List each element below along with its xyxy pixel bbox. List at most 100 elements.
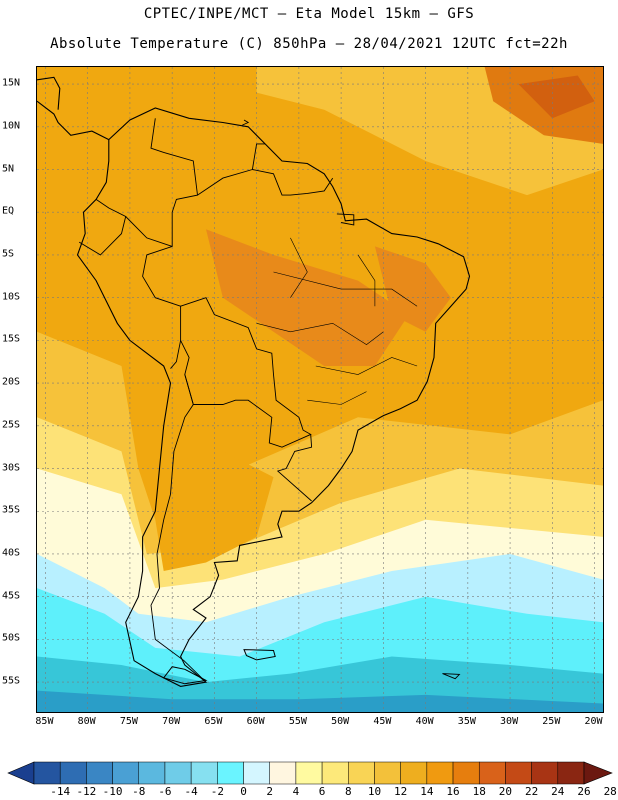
lon-label: 35W (457, 716, 476, 727)
colorbar-tick-label: 12 (394, 785, 408, 798)
lat-label: 10N (2, 120, 21, 132)
coastlines-borders (37, 76, 471, 687)
colorbar-tick-label: -4 (184, 785, 198, 798)
lon-label: 20W (584, 716, 603, 727)
colorbar-segment (86, 761, 113, 785)
lat-label: 15S (2, 333, 21, 345)
country-border (125, 216, 173, 247)
country-border (180, 340, 194, 405)
colorbar-arrow-low (7, 761, 35, 785)
colorbar-tick-label: 24 (551, 785, 565, 798)
colorbar-tick-label: -12 (76, 785, 97, 798)
colorbar-tick-label: 14 (420, 785, 434, 798)
colorbar-tick-label: 6 (318, 785, 326, 798)
country-border (78, 199, 127, 256)
lat-label: 20S (2, 376, 21, 388)
colorbar-tick-label: 10 (367, 785, 382, 798)
state-border (256, 322, 384, 345)
temperature-colorbar (7, 761, 613, 785)
colorbar-tick-label: 20 (498, 785, 513, 798)
marajo-island (336, 213, 355, 226)
lon-label: 30W (500, 716, 519, 727)
colorbar-segment (33, 761, 61, 785)
colorbar-segment (138, 761, 166, 785)
lat-label: 5N (2, 163, 15, 175)
colorbar-tick-label: 0 (240, 785, 247, 798)
lat-label: 35S (2, 504, 21, 516)
colorbar-segment (112, 761, 140, 785)
lat-label: 30S (2, 462, 21, 474)
graticule (37, 67, 603, 712)
country-border (197, 169, 253, 196)
colorbar-tick-label: 26 (577, 785, 591, 798)
lat-label: 50S (2, 632, 21, 644)
colorbar-segment (452, 761, 480, 785)
south-america-coastline (76, 107, 471, 687)
lon-label: 55W (288, 716, 307, 727)
colorbar-segment (505, 761, 532, 785)
colorbar-segment (217, 761, 244, 785)
lat-label: EQ (2, 205, 15, 217)
colorbar-segment (557, 761, 585, 785)
colorbar-segment (190, 761, 218, 785)
state-border (307, 391, 367, 405)
state-border (273, 271, 418, 307)
lat-label: 5S (2, 248, 15, 260)
map-canvas (37, 67, 603, 712)
lat-label: 45S (2, 590, 21, 602)
colorbar-segment (348, 761, 375, 785)
field-argentina-warm (138, 451, 274, 571)
tierra-del-fuego (162, 666, 208, 685)
country-border (251, 143, 266, 170)
lon-label: 40W (415, 716, 434, 727)
lon-label: 85W (35, 716, 54, 727)
colorbar-segment (59, 761, 87, 785)
colorbar-tick-label: 22 (524, 785, 539, 798)
colorbar-segment (295, 761, 323, 785)
falkland-islands (243, 649, 276, 661)
country-border (150, 374, 207, 683)
state-border (357, 254, 376, 307)
lon-label: 70W (162, 716, 181, 727)
state-border (290, 237, 308, 298)
trinidad (242, 119, 250, 126)
colorbar-tick-label: -14 (50, 785, 71, 798)
colorbar-tick-label: 28 (603, 785, 617, 798)
country-border (276, 434, 313, 502)
country-border (180, 297, 312, 448)
colorbar-segment (531, 761, 559, 785)
lat-label: 10S (2, 291, 21, 303)
colorbar-segment (374, 761, 401, 785)
lon-label: 25W (542, 716, 561, 727)
map-title-line1: CPTEC/INPE/MCT – Eta Model 15km – GFS (143, 6, 475, 22)
country-border (252, 169, 334, 196)
lon-label: 80W (77, 716, 96, 727)
south-georgia (442, 673, 461, 680)
lon-label: 45W (373, 716, 392, 727)
colorbar-segment (269, 761, 297, 785)
colorbar-segment (426, 761, 454, 785)
colorbar-tick-label: 2 (266, 785, 274, 798)
lon-label: 65W (204, 716, 223, 727)
colorbar-segment (243, 761, 270, 785)
lon-label: 75W (119, 716, 138, 727)
lon-label: 60W (246, 716, 265, 727)
lat-label: 55S (2, 675, 21, 687)
colorbar-arrow-high (583, 761, 613, 785)
colorbar-tick-label: -2 (210, 785, 224, 798)
colorbar-segment (321, 761, 349, 785)
colorbar-segment (164, 761, 192, 785)
central-america-coastline (37, 100, 110, 141)
colorbar-tick-label: -10 (102, 785, 123, 798)
lat-label: 25S (2, 419, 21, 431)
state-border (315, 357, 418, 375)
colorbar-tick-label: -8 (132, 785, 146, 798)
field-south-blue (37, 690, 603, 712)
field-caribbean-hot-core (518, 75, 595, 119)
colorbar-segment (400, 761, 428, 785)
field-northeast-hot (374, 246, 451, 332)
lat-label: 40S (2, 547, 21, 559)
temperature-map (36, 66, 604, 713)
colorbar-segment (478, 761, 506, 785)
temperature-fields (37, 67, 603, 712)
